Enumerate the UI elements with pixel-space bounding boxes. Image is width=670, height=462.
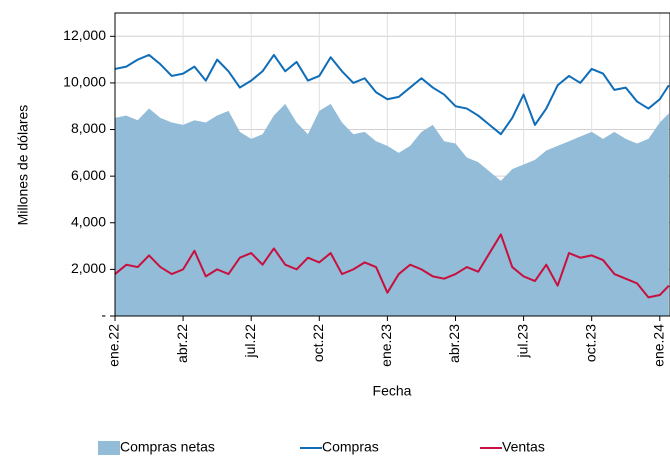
legend-swatch [98, 441, 120, 455]
x-axis-label: Fecha [373, 383, 412, 399]
x-tick-label: ene.23 [378, 324, 394, 367]
y-tick-label: 6,000 [71, 167, 106, 183]
x-tick-label: abr.23 [446, 324, 462, 363]
x-tick-label: ene.24 [650, 324, 666, 367]
legend-label: Compras netas [120, 439, 215, 455]
y-axis-label: Millones de dólares [15, 105, 31, 226]
legend-label: Ventas [502, 439, 545, 455]
y-tick-label: 2,000 [71, 260, 106, 276]
x-tick-label: jul.22 [242, 324, 258, 359]
y-tick-label: - [101, 307, 106, 323]
y-tick-label: 12,000 [63, 27, 106, 43]
x-tick-label: oct.22 [310, 324, 326, 362]
y-tick-label: 8,000 [71, 120, 106, 136]
y-tick-label: 10,000 [63, 74, 106, 90]
area [115, 103, 669, 317]
line [114, 53, 670, 136]
legend-label: Compras [322, 439, 379, 455]
x-tick-label: abr.22 [174, 324, 190, 363]
x-tick-label: ene.22 [106, 324, 122, 367]
x-tick-label: oct.23 [582, 324, 598, 362]
plot-frame [114, 12, 670, 317]
y-tick-label: 4,000 [71, 213, 106, 229]
x-tick-label: jul.23 [514, 324, 530, 359]
line [114, 233, 670, 299]
